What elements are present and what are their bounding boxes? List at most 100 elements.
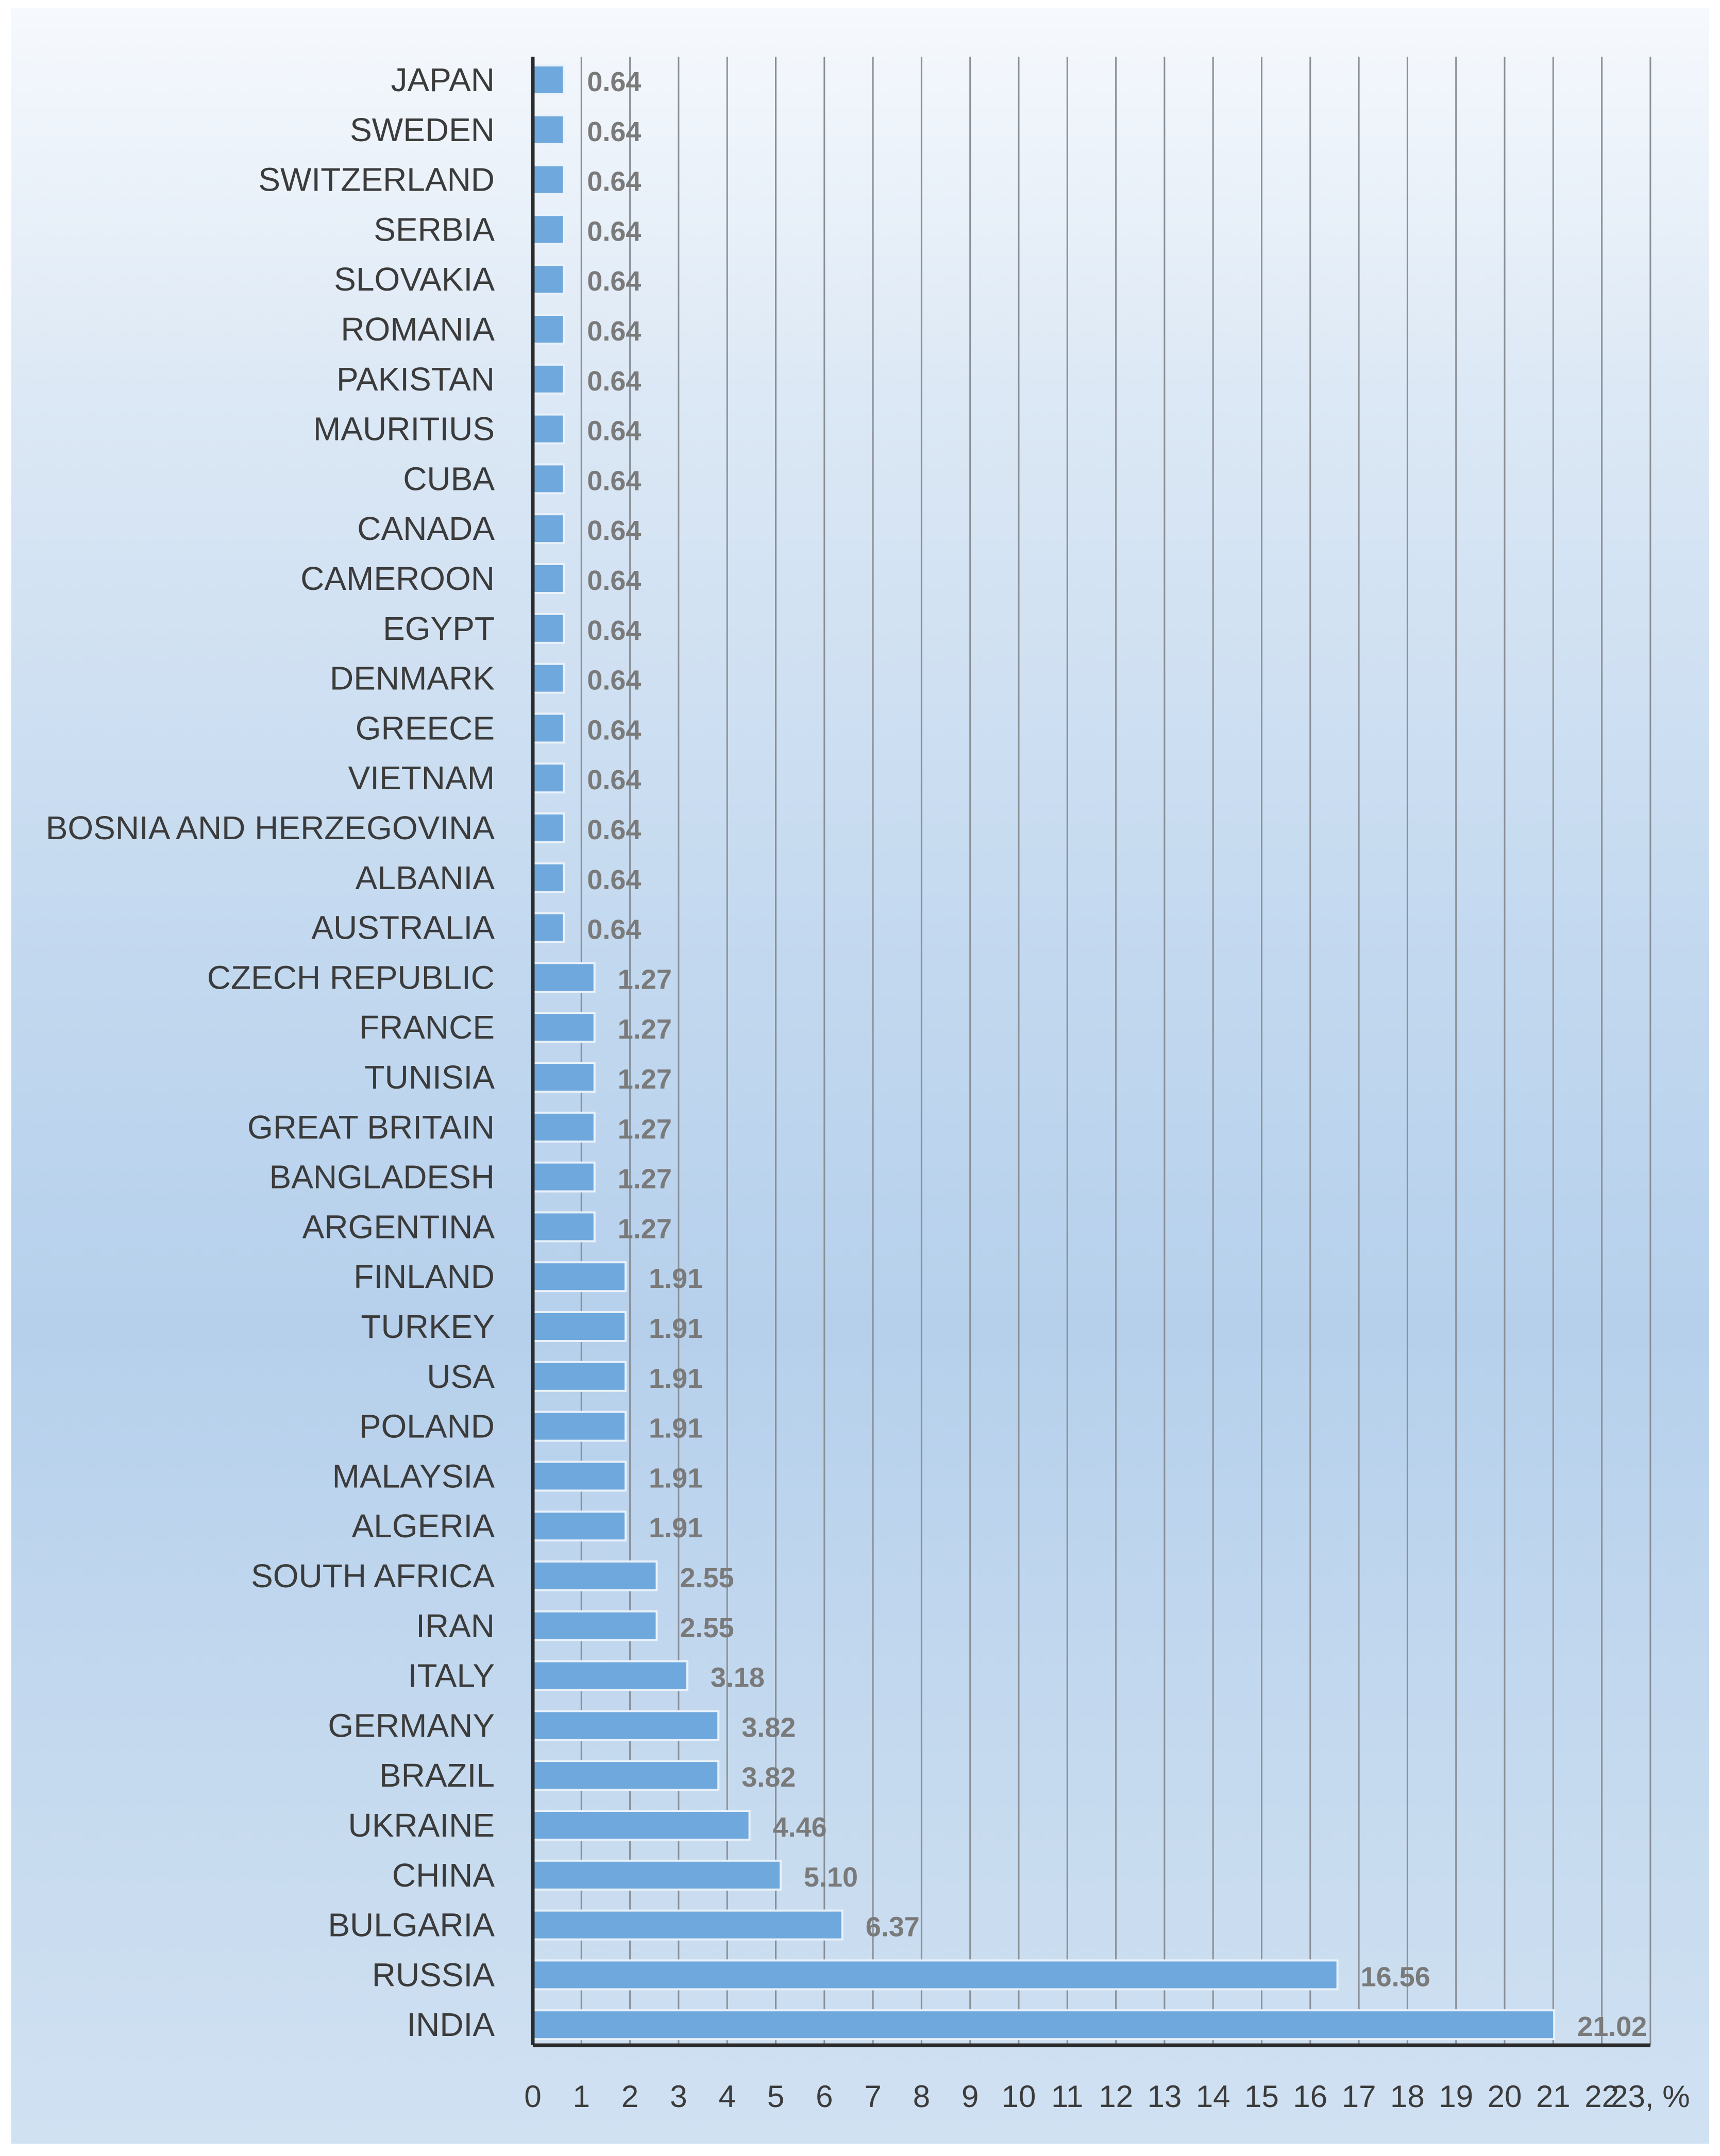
bar-japan <box>532 64 565 95</box>
bar-tunisia <box>532 1062 596 1093</box>
data-label: 2.55 <box>680 1563 734 1593</box>
category-label: UKRAINE <box>348 1807 495 1844</box>
x-tick-label: 0 <box>524 2079 541 2114</box>
bar-switzerland <box>532 164 565 195</box>
data-label: 0.64 <box>587 615 641 646</box>
category-label: EGYPT <box>383 610 495 647</box>
category-label: RUSSIA <box>372 1956 495 1993</box>
data-label: 1.91 <box>649 1363 703 1394</box>
bar-mauritius <box>532 413 565 445</box>
x-tick-label: 1 <box>573 2079 590 2114</box>
category-label: CUBA <box>403 460 495 497</box>
category-label: ALGERIA <box>352 1507 495 1544</box>
data-label: 0.64 <box>587 166 641 197</box>
bar-vietnam <box>532 762 565 794</box>
x-tick-label: 9 <box>962 2079 979 2114</box>
data-label: 5.10 <box>804 1862 858 1893</box>
data-label: 1.91 <box>649 1413 703 1444</box>
bar-china <box>532 1859 782 1891</box>
x-tick-label: 8 <box>913 2079 930 2114</box>
bar-usa <box>532 1361 627 1392</box>
data-label: 1.27 <box>618 1114 672 1145</box>
bar-italy <box>532 1660 688 1691</box>
data-label: 0.64 <box>587 515 641 546</box>
data-label: 0.64 <box>587 266 641 297</box>
data-label: 3.18 <box>711 1662 765 1693</box>
data-label: 1.91 <box>649 1513 703 1543</box>
bar-czech-republic <box>532 962 596 993</box>
data-label: 0.64 <box>587 216 641 247</box>
data-label: 0.64 <box>587 814 641 845</box>
data-label: 3.82 <box>741 1762 796 1793</box>
bar-pakistan <box>532 363 565 395</box>
data-label: 2.55 <box>680 1612 734 1643</box>
chart-background <box>11 8 1709 2144</box>
category-label: VIETNAM <box>348 759 495 796</box>
x-tick-label: 10 <box>1002 2079 1036 2114</box>
data-label: 1.91 <box>649 1263 703 1294</box>
category-label: CAMEROON <box>300 560 495 597</box>
bar-denmark <box>532 663 565 694</box>
data-label: 1.27 <box>618 1064 672 1095</box>
category-label: SLOVAKIA <box>334 261 495 298</box>
x-tick-label: 2 <box>621 2079 638 2114</box>
category-label: GERMANY <box>328 1707 495 1744</box>
bar-iran <box>532 1610 658 1641</box>
bar-finland <box>532 1261 627 1293</box>
category-label: SWITZERLAND <box>258 161 495 198</box>
category-label: IRAN <box>416 1607 495 1644</box>
category-label: CZECH REPUBLIC <box>207 959 495 996</box>
x-tick-label: 6 <box>816 2079 833 2114</box>
data-label: 0.64 <box>587 116 641 147</box>
category-label: ALBANIA <box>356 859 495 896</box>
bar-slovakia <box>532 264 565 295</box>
data-label: 1.27 <box>618 1213 672 1244</box>
category-label: GREAT BRITAIN <box>247 1109 495 1146</box>
category-label: DENMARK <box>330 660 495 697</box>
category-label: FRANCE <box>359 1009 495 1046</box>
x-tick-label: 11 <box>1051 2079 1083 2114</box>
x-tick-label: 3 <box>670 2079 687 2114</box>
category-label: INDIA <box>407 2006 495 2043</box>
bar-brazil <box>532 1760 720 1791</box>
bar-bosnia-and-herzegovina <box>532 812 565 843</box>
bar-poland <box>532 1411 627 1442</box>
x-tick-label: 18 <box>1390 2079 1425 2114</box>
data-label: 1.27 <box>618 1014 672 1045</box>
x-tick-label: 16 <box>1293 2079 1327 2114</box>
bar-france <box>532 1012 596 1043</box>
category-label: MAURITIUS <box>313 411 495 448</box>
category-label: SERBIA <box>374 211 495 248</box>
x-tick-label: 20 <box>1488 2079 1522 2114</box>
data-label: 0.64 <box>587 665 641 696</box>
data-label: 0.64 <box>587 765 641 795</box>
data-label: 21.02 <box>1577 2011 1647 2042</box>
bar-turkey <box>532 1311 627 1342</box>
bar-romania <box>532 314 565 345</box>
category-label: POLAND <box>359 1408 495 1445</box>
bar-egypt <box>532 613 565 644</box>
x-tick-label: 13 <box>1148 2079 1182 2114</box>
data-label: 1.27 <box>618 964 672 995</box>
bar-india <box>532 2009 1556 2041</box>
x-tick-label: 19 <box>1439 2079 1473 2114</box>
bar-albania <box>532 862 565 893</box>
bar-canada <box>532 513 565 545</box>
x-tick-label: 4 <box>719 2079 736 2114</box>
category-label: USA <box>427 1358 495 1395</box>
data-label: 0.64 <box>587 316 641 347</box>
bar-cuba <box>532 463 565 495</box>
bar-malaysia <box>532 1461 627 1492</box>
category-label: PAKISTAN <box>336 361 495 398</box>
category-label: SOUTH AFRICA <box>251 1557 495 1594</box>
bar-germany <box>532 1710 720 1741</box>
bar-serbia <box>532 214 565 245</box>
category-label: BRAZIL <box>379 1757 495 1794</box>
bar-greece <box>532 712 565 744</box>
category-label: MALAYSIA <box>332 1457 495 1495</box>
category-label: TURKEY <box>361 1308 495 1345</box>
data-label: 0.64 <box>587 66 641 97</box>
x-tick-label: 5 <box>767 2079 784 2114</box>
x-tick-label: 22 <box>1584 2079 1619 2114</box>
